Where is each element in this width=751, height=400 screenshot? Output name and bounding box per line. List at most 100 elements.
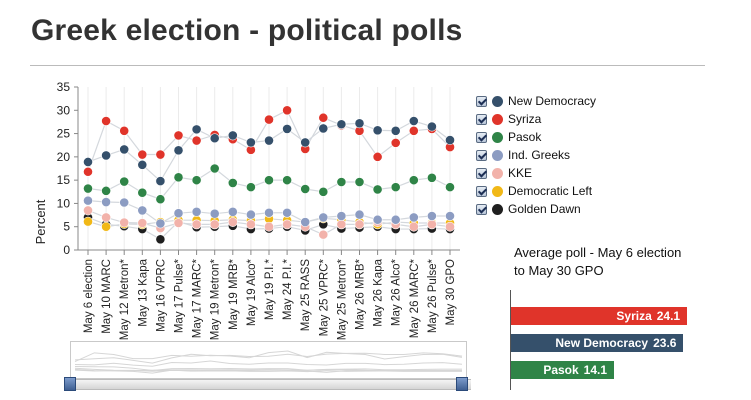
data-point[interactable]	[354, 118, 365, 129]
data-point[interactable]	[372, 214, 383, 225]
data-point[interactable]	[390, 137, 401, 148]
data-point[interactable]	[191, 175, 202, 186]
data-point[interactable]	[390, 182, 401, 193]
data-point[interactable]	[300, 217, 311, 227]
data-point[interactable]	[101, 212, 111, 223]
data-point[interactable]	[426, 172, 437, 183]
data-point[interactable]	[119, 197, 130, 208]
data-point[interactable]	[191, 124, 202, 135]
data-point[interactable]	[282, 124, 292, 134]
legend-checkbox[interactable]	[476, 149, 487, 161]
data-point[interactable]	[155, 149, 166, 160]
data-point[interactable]	[372, 125, 383, 136]
data-point[interactable]	[137, 149, 148, 160]
data-point[interactable]	[119, 144, 130, 155]
data-point[interactable]	[318, 229, 329, 240]
data-point[interactable]	[445, 135, 455, 145]
data-point[interactable]	[282, 175, 292, 186]
data-point[interactable]	[336, 177, 347, 187]
data-point[interactable]	[173, 172, 184, 183]
data-point[interactable]	[83, 205, 93, 216]
data-point[interactable]	[300, 137, 311, 148]
data-point[interactable]	[101, 185, 111, 196]
legend-item[interactable]: Golden Dawn	[476, 200, 596, 218]
data-point[interactable]	[155, 218, 166, 229]
data-point[interactable]	[101, 197, 111, 207]
data-point[interactable]	[408, 125, 419, 136]
data-point[interactable]	[372, 151, 383, 162]
data-point[interactable]	[445, 221, 455, 232]
data-point[interactable]	[119, 217, 130, 228]
data-point[interactable]	[245, 209, 256, 220]
data-point[interactable]	[408, 221, 419, 232]
data-point[interactable]	[155, 234, 166, 245]
data-point[interactable]	[282, 105, 292, 116]
data-point[interactable]	[336, 119, 347, 130]
data-point[interactable]	[209, 219, 220, 230]
data-point[interactable]	[83, 195, 93, 206]
navigator-panel[interactable]	[70, 341, 467, 379]
data-point[interactable]	[83, 157, 93, 167]
data-point[interactable]	[318, 212, 329, 223]
data-point[interactable]	[372, 184, 383, 195]
data-point[interactable]	[209, 208, 220, 219]
data-point[interactable]	[426, 211, 437, 221]
data-point[interactable]	[227, 206, 238, 217]
data-point[interactable]	[390, 214, 401, 225]
data-point[interactable]	[191, 219, 202, 230]
data-point[interactable]	[408, 116, 419, 126]
data-point[interactable]	[101, 150, 111, 161]
data-point[interactable]	[209, 163, 220, 174]
data-point[interactable]	[264, 221, 274, 232]
data-point[interactable]	[137, 187, 148, 198]
data-point[interactable]	[173, 130, 184, 141]
data-point[interactable]	[119, 176, 130, 187]
data-point[interactable]	[137, 205, 148, 216]
data-point[interactable]	[245, 182, 256, 193]
data-point[interactable]	[227, 178, 238, 188]
data-point[interactable]	[137, 159, 148, 170]
data-point[interactable]	[83, 183, 93, 194]
legend-checkbox[interactable]	[476, 95, 487, 107]
data-point[interactable]	[354, 219, 365, 230]
data-point[interactable]	[318, 112, 329, 123]
data-point[interactable]	[227, 217, 238, 227]
data-point[interactable]	[245, 137, 256, 148]
data-point[interactable]	[445, 182, 455, 193]
legend-item[interactable]: Ind. Greeks	[476, 146, 596, 164]
data-point[interactable]	[191, 206, 202, 217]
data-point[interactable]	[245, 219, 256, 230]
data-point[interactable]	[155, 176, 166, 186]
data-point[interactable]	[318, 186, 329, 197]
data-point[interactable]	[408, 212, 419, 223]
legend-checkbox[interactable]	[476, 131, 487, 143]
data-point[interactable]	[336, 211, 347, 221]
data-point[interactable]	[354, 177, 365, 187]
legend-checkbox[interactable]	[476, 203, 487, 215]
data-point[interactable]	[282, 219, 292, 230]
data-point[interactable]	[119, 125, 130, 136]
data-point[interactable]	[264, 114, 274, 125]
data-point[interactable]	[264, 207, 274, 218]
data-point[interactable]	[191, 135, 202, 146]
data-point[interactable]	[264, 135, 274, 146]
legend-item[interactable]: New Democracy	[476, 92, 596, 110]
legend-checkbox[interactable]	[476, 185, 487, 197]
data-point[interactable]	[300, 184, 311, 194]
data-point[interactable]	[354, 209, 365, 220]
data-point[interactable]	[264, 175, 274, 186]
data-point[interactable]	[173, 208, 184, 219]
data-point[interactable]	[445, 211, 455, 221]
navigator-right-handle[interactable]	[456, 377, 468, 391]
data-point[interactable]	[318, 123, 329, 134]
data-point[interactable]	[282, 207, 292, 218]
data-point[interactable]	[155, 194, 166, 205]
data-point[interactable]	[426, 219, 437, 230]
navigator-left-handle[interactable]	[64, 377, 76, 391]
data-point[interactable]	[209, 133, 220, 144]
legend-item[interactable]: Democratic Left	[476, 182, 596, 200]
data-point[interactable]	[390, 125, 401, 136]
legend-item[interactable]: KKE	[476, 164, 596, 182]
legend-item[interactable]: Pasok	[476, 128, 596, 146]
data-point[interactable]	[101, 221, 111, 232]
